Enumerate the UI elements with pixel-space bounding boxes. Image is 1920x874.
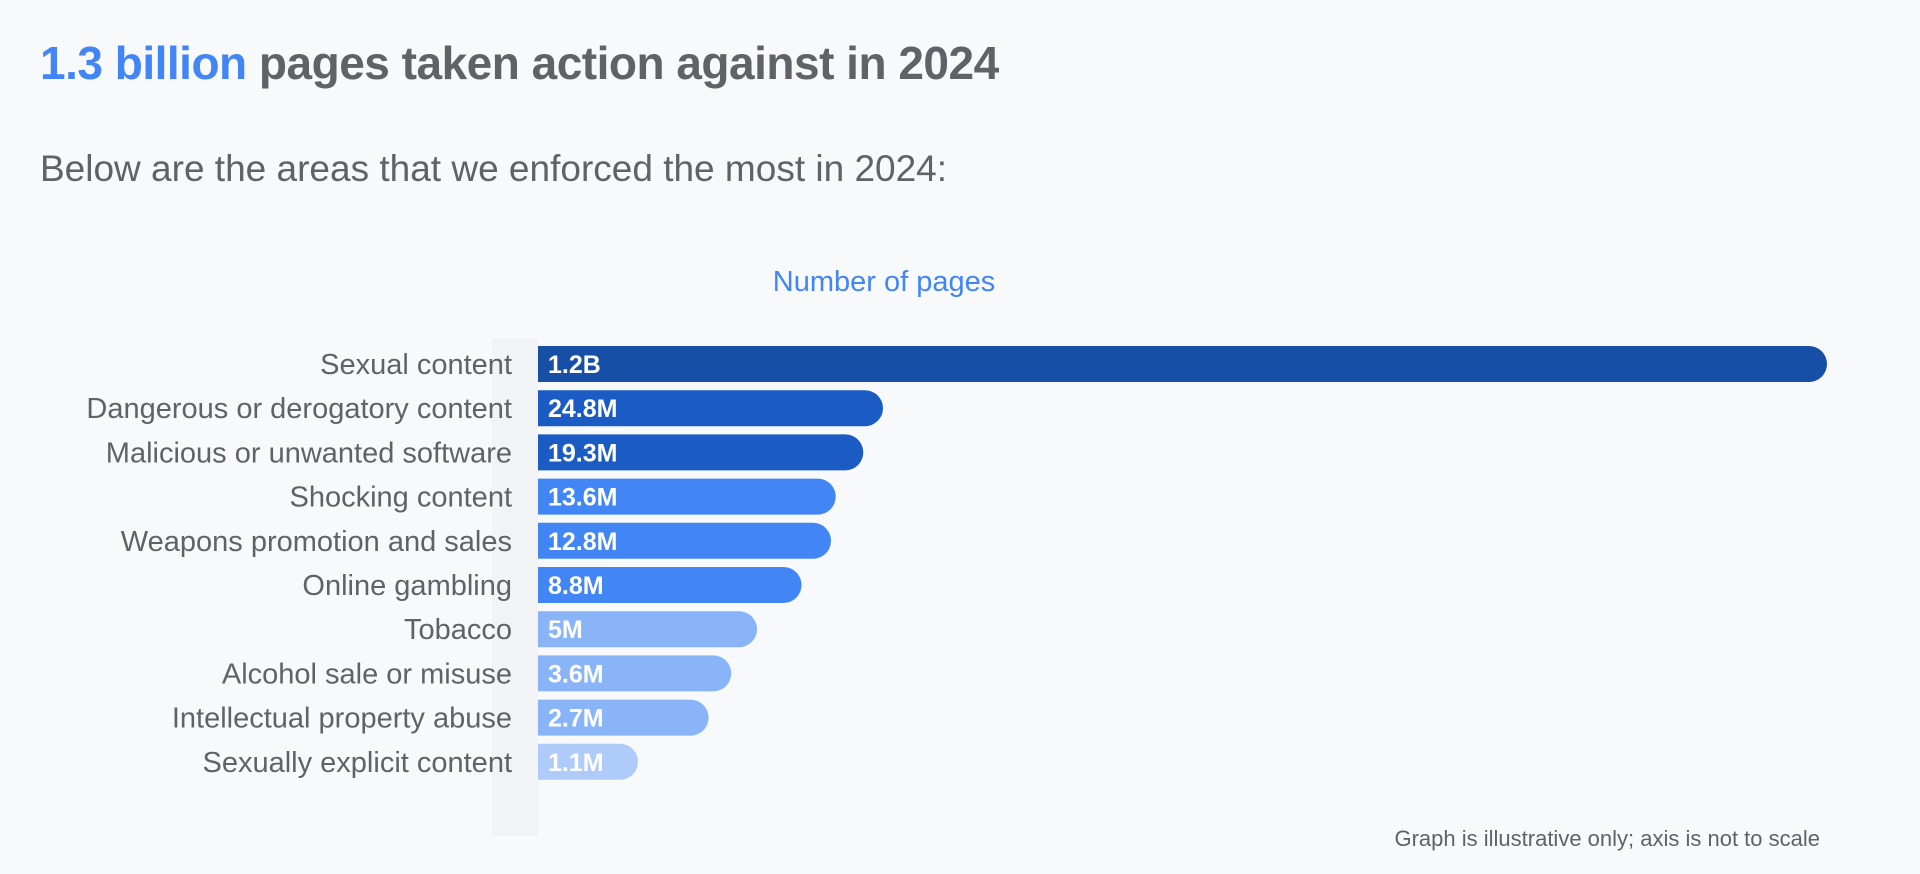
data-label: 2.7M xyxy=(548,705,604,733)
category-label: Intellectual property abuse xyxy=(172,703,512,735)
category-label: Tobacco xyxy=(404,614,512,646)
data-label: 24.8M xyxy=(548,395,617,423)
data-label: 12.8M xyxy=(548,528,617,556)
data-label: 1.1M xyxy=(548,749,604,777)
category-label: Sexual content xyxy=(320,349,512,381)
data-label: 3.6M xyxy=(548,660,604,688)
data-label: 5M xyxy=(548,616,583,644)
bar xyxy=(538,522,831,559)
bar xyxy=(538,346,1827,382)
data-label: 8.8M xyxy=(548,572,604,600)
category-label: Sexually explicit content xyxy=(203,747,513,779)
title-highlight: 1.3 billion xyxy=(40,37,247,89)
chart-title: Number of pages xyxy=(772,266,996,298)
category-label: Dangerous or derogatory content xyxy=(86,393,512,425)
page-title: 1.3 billion pages taken action against i… xyxy=(40,36,999,90)
bar xyxy=(538,390,883,427)
data-label: 1.2B xyxy=(548,351,601,379)
bar xyxy=(538,611,758,648)
category-label: Alcohol sale or misuse xyxy=(222,658,512,690)
category-label: Shocking content xyxy=(290,482,512,514)
bar xyxy=(538,699,709,736)
title-rest: pages taken action against in 2024 xyxy=(246,37,999,89)
bar xyxy=(538,567,802,603)
category-label: Malicious or unwanted software xyxy=(106,437,512,469)
data-label: 19.3M xyxy=(548,439,617,467)
data-label: 13.6M xyxy=(548,484,617,512)
page-subtitle: Below are the areas that we enforced the… xyxy=(40,148,948,189)
axis-strip xyxy=(492,338,538,836)
bar xyxy=(538,743,639,780)
bar xyxy=(538,655,732,692)
category-label: Online gambling xyxy=(302,570,512,602)
bar xyxy=(538,478,836,515)
category-label: Weapons promotion and sales xyxy=(121,526,512,558)
footnote: Graph is illustrative only; axis is not … xyxy=(1394,826,1820,851)
bar xyxy=(538,434,864,471)
